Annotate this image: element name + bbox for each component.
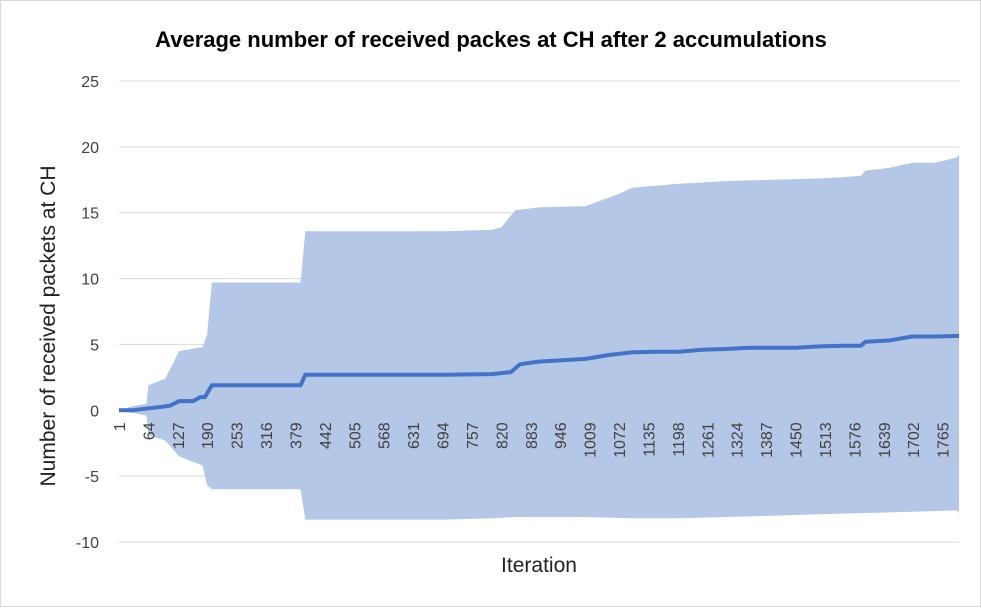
- y-tick-label: -5: [85, 469, 99, 486]
- x-tick-label: 1261: [700, 422, 717, 458]
- x-axis-label: Iteration: [501, 554, 577, 577]
- x-tick-label: 883: [524, 422, 541, 449]
- y-tick-label: 25: [81, 74, 99, 91]
- x-tick-label: 505: [347, 422, 364, 449]
- y-tick-label: 20: [81, 140, 99, 157]
- x-tick-label: 64: [141, 422, 158, 440]
- x-tick-label: 1765: [936, 422, 953, 458]
- x-tick-label: 1702: [906, 422, 923, 458]
- x-tick-label: 1639: [877, 422, 894, 458]
- y-tick-label: 15: [81, 206, 99, 223]
- x-tick-label: 253: [230, 422, 247, 449]
- x-axis-ticks: 1 64 127 190 253 316 379 442 505 568 631 694 757 820 8…: [112, 422, 953, 458]
- x-tick-label: 127: [171, 422, 188, 449]
- x-tick-label: 757: [465, 422, 482, 449]
- x-tick-label: 820: [494, 422, 511, 449]
- y-tick-label: 10: [81, 272, 99, 289]
- y-tick-label: 0: [90, 403, 99, 420]
- x-tick-label: 1450: [789, 422, 806, 458]
- x-tick-label: 316: [259, 422, 276, 449]
- x-tick-label: 694: [436, 422, 453, 449]
- x-tick-label: 568: [377, 422, 394, 449]
- y-axis-ticks: -10 -5 0 5 10 15 20 25: [76, 74, 99, 552]
- x-tick-label: 1324: [730, 422, 747, 458]
- y-axis-label: Number of received packets at CH: [37, 166, 60, 487]
- x-tick-label: 1198: [671, 422, 688, 457]
- y-tick-label: -10: [76, 535, 99, 552]
- error-band: [119, 154, 959, 520]
- y-tick-label: 5: [90, 337, 99, 354]
- x-tick-label: 1: [112, 422, 129, 431]
- error-band-area: [119, 154, 959, 520]
- x-tick-label: 1576: [847, 422, 864, 458]
- x-tick-label: 631: [406, 422, 423, 449]
- x-tick-label: 1513: [818, 422, 835, 458]
- x-tick-label: 190: [200, 422, 217, 449]
- average-line: [119, 333, 960, 413]
- average-series-line: [119, 333, 960, 413]
- chart-title: Average number of received packes at CH …: [155, 27, 827, 52]
- x-tick-label: 1072: [612, 422, 629, 458]
- x-tick-label: 1387: [759, 422, 776, 458]
- x-tick-label: 946: [553, 422, 570, 449]
- x-tick-label: 379: [289, 422, 306, 449]
- x-tick-label: 1009: [583, 422, 600, 458]
- x-tick-label: 442: [318, 422, 335, 449]
- x-tick-label: 1135: [642, 422, 659, 457]
